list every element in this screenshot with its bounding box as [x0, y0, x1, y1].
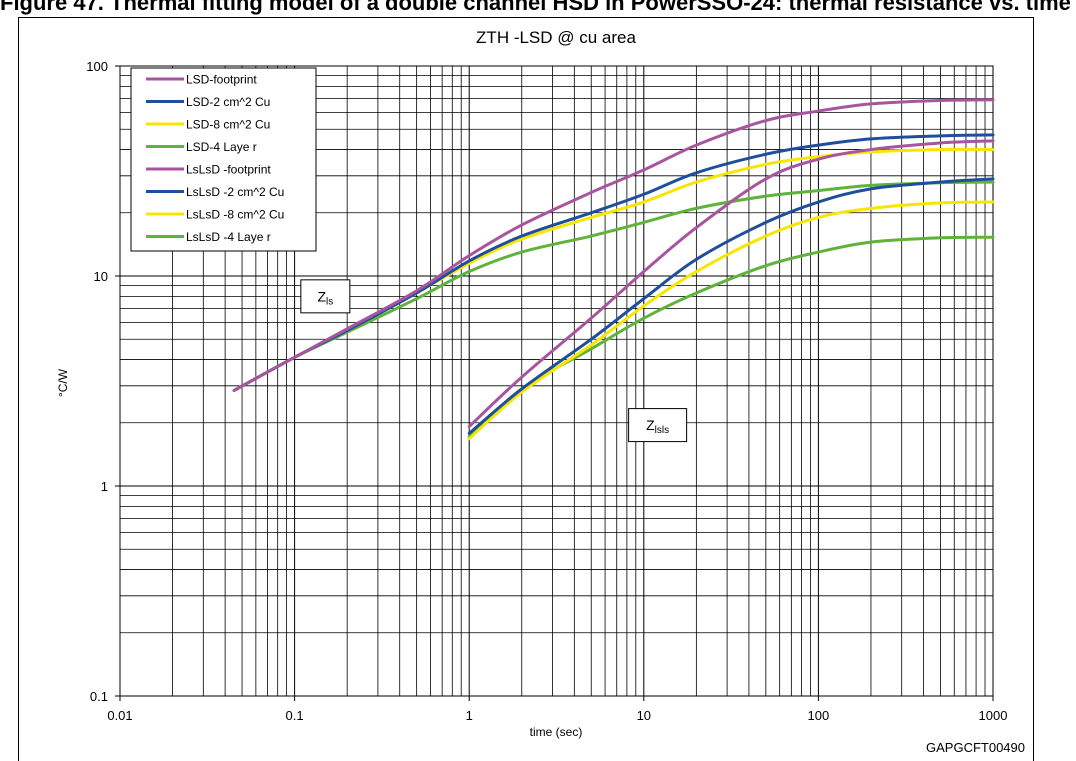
legend-entry: LsLsD -2 cm^2 Cu	[186, 185, 284, 199]
figure-header: Figure 47. Thermal fitting model of a do…	[0, 0, 1076, 18]
chart-legend: LSD-footprint LSD-2 cm^2 Cu LSD-8 cm^2 Cu L…	[130, 67, 317, 252]
chart-title: ZTH -LSD @ cu area	[476, 28, 636, 47]
x-axis-label: time (sec)	[530, 725, 583, 739]
series-line-6	[467, 200, 995, 441]
legend-box	[130, 67, 317, 252]
y-axis-label: °C/W	[56, 368, 70, 397]
y-tick-label: 0.1	[90, 689, 108, 704]
legend-entry: LSD-footprint	[186, 73, 257, 87]
annotation-box	[628, 408, 688, 443]
legend-entry: LsLsD -8 cm^2 Cu	[186, 208, 284, 222]
tick-labels: 0.01 0.1 1 10 100 1000 0.1 1 10 100	[86, 59, 1007, 723]
plot-area-border	[119, 65, 994, 697]
legend-entry: LSD-4 Laye r	[186, 140, 257, 154]
chart-frame	[18, 17, 1034, 761]
legend-entry: LsLsD -footprint	[186, 163, 271, 177]
legend-entry: LsLsD -4 Laye r	[186, 230, 271, 244]
annotation-label: Zlsls	[646, 417, 669, 436]
series-line-5	[467, 177, 995, 435]
x-tick-label: 1000	[979, 708, 1008, 723]
annotations: Zls Zlsls	[300, 279, 688, 443]
series-line-7	[467, 235, 995, 439]
x-tick-label: 1	[466, 708, 473, 723]
x-tick-label: 10	[637, 708, 651, 723]
legend-entry: LSD-2 cm^2 Cu	[186, 95, 270, 109]
figure-id-label: GAPGCFT00490	[926, 740, 1025, 755]
legend-entry: LSD-8 cm^2 Cu	[186, 118, 270, 132]
annotation-label: Zls	[317, 288, 333, 307]
series-line-4	[467, 139, 995, 429]
y-tick-label: 1	[101, 479, 108, 494]
series-lines	[232, 98, 995, 441]
series-line-0	[232, 98, 995, 392]
x-tick-label: 100	[808, 708, 830, 723]
figure-header-text: Figure 47. Thermal fitting model of a do…	[0, 0, 1076, 15]
y-tick-label: 10	[94, 269, 108, 284]
series-line-3	[232, 180, 995, 392]
annotation-box	[300, 279, 351, 314]
grid-lines	[115, 65, 994, 701]
series-line-1	[232, 133, 995, 392]
y-tick-label: 100	[86, 59, 108, 74]
x-tick-label: 0.1	[286, 708, 304, 723]
x-tick-label: 0.01	[107, 708, 132, 723]
